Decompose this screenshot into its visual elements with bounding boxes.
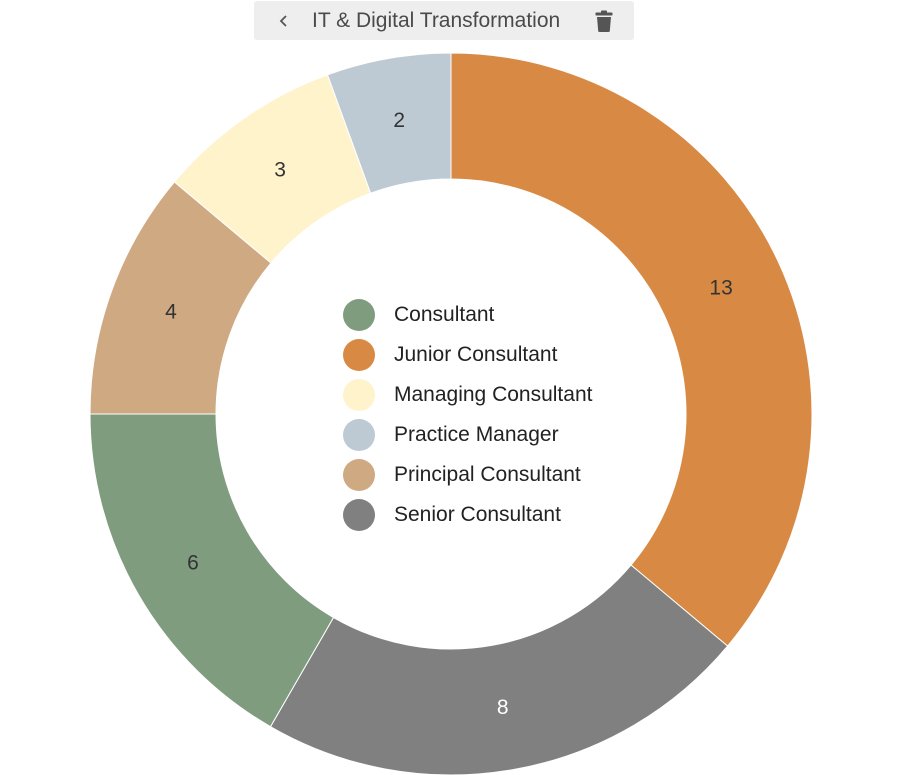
legend-label: Senior Consultant xyxy=(394,503,561,526)
legend-swatch xyxy=(343,339,375,371)
legend-swatch xyxy=(343,459,375,491)
data-label-principal-consultant: 4 xyxy=(165,301,177,324)
data-label-junior-consultant: 13 xyxy=(709,277,732,300)
legend-label: Consultant xyxy=(394,303,495,326)
legend-item-senior-consultant[interactable]: Senior Consultant xyxy=(343,495,592,535)
legend-swatch xyxy=(343,299,375,331)
data-label-managing-consultant: 3 xyxy=(274,158,286,181)
legend-swatch xyxy=(343,419,375,451)
legend-label: Managing Consultant xyxy=(394,383,593,406)
chart-legend: Consultant Junior Consultant Managing Cons… xyxy=(343,295,592,535)
legend-swatch xyxy=(343,499,375,531)
legend-label: Principal Consultant xyxy=(394,463,581,486)
chevron-left-icon xyxy=(279,14,287,27)
chart-title: IT & Digital Transformation xyxy=(312,9,561,32)
delete-button[interactable] xyxy=(592,1,616,40)
data-label-senior-consultant: 8 xyxy=(497,696,509,719)
legend-swatch xyxy=(343,379,375,411)
data-label-consultant: 6 xyxy=(187,552,199,575)
slice-senior-consultant[interactable] xyxy=(269,564,729,775)
data-label-practice-manager: 2 xyxy=(393,109,405,132)
trash-icon xyxy=(595,10,613,32)
legend-label: Practice Manager xyxy=(394,423,559,446)
legend-item-consultant[interactable]: Consultant xyxy=(343,295,592,335)
slice-practice-manager[interactable] xyxy=(326,52,452,194)
chart-title-chip: IT & Digital Transformation xyxy=(254,1,634,40)
legend-label: Junior Consultant xyxy=(394,343,558,366)
legend-item-principal-consultant[interactable]: Principal Consultant xyxy=(343,455,592,495)
legend-item-managing-consultant[interactable]: Managing Consultant xyxy=(343,375,592,415)
slice-consultant[interactable] xyxy=(89,413,335,728)
legend-item-practice-manager[interactable]: Practice Manager xyxy=(343,415,592,455)
slice-junior-consultant[interactable] xyxy=(450,52,813,647)
legend-item-junior-consultant[interactable]: Junior Consultant xyxy=(343,335,592,375)
back-button[interactable] xyxy=(272,1,296,40)
